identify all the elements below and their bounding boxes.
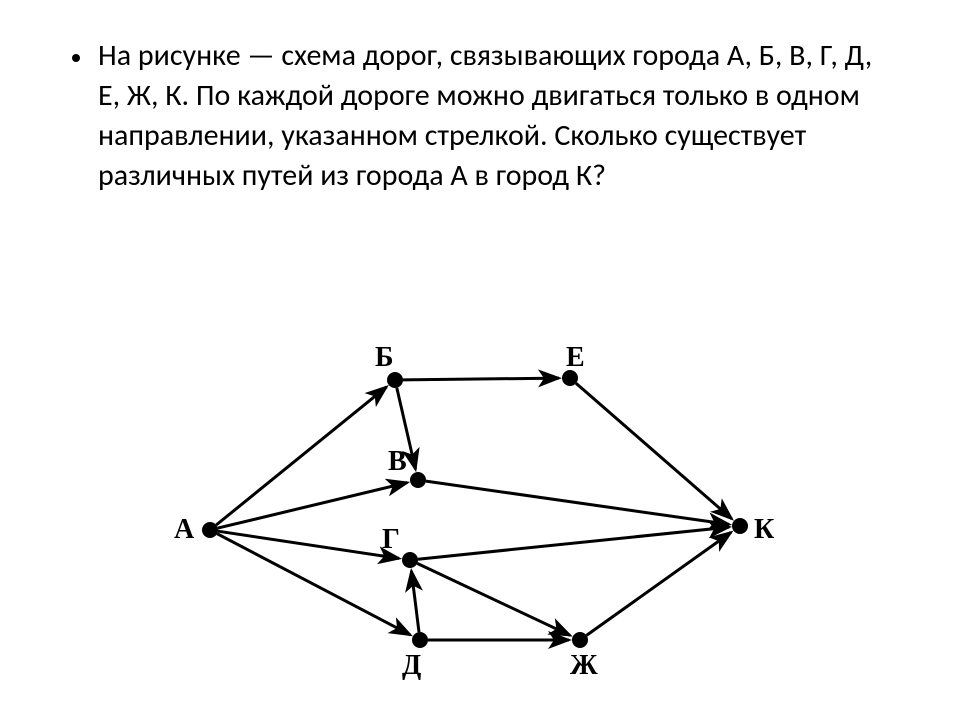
bullet-block: На рисунке — схема дорог, связывающих го… [72, 36, 892, 196]
edge-B-E [403, 378, 559, 380]
slide: На рисунке — схема дорог, связывающих го… [0, 0, 960, 720]
edge-E-K [576, 383, 732, 519]
graph-svg: А Б В Г Д Е Ж К [170, 330, 790, 690]
bullet-marker [72, 54, 80, 62]
bullet-row: На рисунке — схема дорог, связывающих го… [72, 36, 892, 196]
node-label-V: В [388, 446, 407, 477]
road-graph-diagram: А Б В Г Д Е Ж К [170, 330, 790, 690]
edge-A-B [216, 387, 386, 525]
node-label-K: К [754, 514, 775, 545]
edge-V-K [426, 481, 729, 524]
labels-layer: А Б В Г Д Е Ж К [174, 342, 775, 681]
node-K [732, 518, 748, 534]
problem-text: На рисунке — схема дорог, связывающих го… [98, 36, 892, 196]
edge-A-G [218, 531, 399, 558]
nodes-layer [202, 370, 748, 648]
edge-G-Zh [417, 563, 570, 635]
node-G [402, 552, 418, 568]
node-V [410, 472, 426, 488]
node-label-A: А [174, 514, 195, 545]
node-A [202, 522, 218, 538]
node-label-D: Д [402, 650, 421, 681]
edge-Zh-K [587, 532, 732, 635]
edges-layer [216, 378, 732, 640]
node-label-G: Г [382, 524, 400, 555]
edge-A-V [218, 483, 407, 528]
node-label-B: Б [375, 342, 394, 373]
edge-D-G [411, 571, 419, 632]
node-Zh [572, 632, 588, 648]
node-B [387, 372, 403, 388]
node-label-Zh: Ж [570, 650, 598, 681]
node-D [412, 632, 428, 648]
edge-G-K [418, 527, 729, 559]
node-label-E: Е [566, 342, 585, 373]
